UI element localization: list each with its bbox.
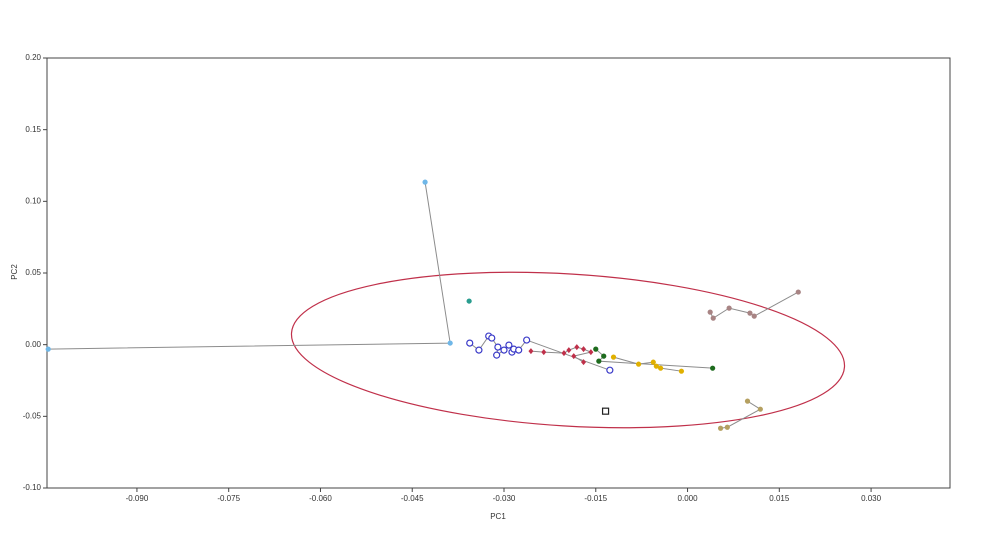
point	[574, 344, 580, 351]
point	[610, 354, 617, 360]
point	[751, 313, 757, 319]
point	[744, 398, 751, 404]
point	[561, 350, 567, 357]
point	[717, 425, 724, 431]
point	[45, 346, 51, 352]
y-tick-label: 0.15	[25, 125, 41, 134]
point	[710, 315, 716, 321]
point	[601, 407, 610, 415]
point	[795, 289, 801, 295]
point	[541, 349, 547, 356]
point	[581, 359, 587, 366]
point	[606, 366, 614, 374]
confidence-ellipse	[290, 271, 846, 429]
y-tick-label: -0.05	[23, 411, 42, 420]
x-tick-label: -0.075	[217, 494, 240, 503]
point	[500, 346, 508, 354]
point	[447, 340, 453, 346]
point	[650, 359, 656, 365]
x-tick-label: -0.030	[493, 494, 516, 503]
point	[566, 347, 572, 354]
point	[596, 358, 602, 364]
point	[515, 346, 523, 354]
point	[505, 341, 513, 349]
x-tick-label: 0.030	[861, 494, 882, 503]
point	[653, 363, 659, 369]
point	[747, 310, 753, 316]
point	[466, 298, 472, 304]
point	[678, 368, 685, 374]
connector-line	[720, 400, 762, 429]
connector-line	[48, 182, 451, 350]
point	[523, 336, 531, 344]
point	[601, 353, 607, 359]
point	[422, 179, 428, 185]
point	[581, 346, 587, 353]
y-tick-label: 0.05	[25, 268, 41, 277]
point	[658, 365, 664, 371]
point	[593, 346, 599, 352]
x-tick-label: -0.060	[309, 494, 332, 503]
y-tick-label: 0.20	[25, 53, 41, 62]
point	[528, 348, 534, 355]
point	[571, 353, 577, 360]
y-axis-label: PC2	[10, 264, 19, 280]
plot-frame	[46, 57, 951, 489]
x-tick-label: -0.090	[126, 494, 149, 503]
point	[635, 361, 642, 367]
point	[724, 424, 730, 430]
point	[494, 343, 502, 351]
x-tick-label: -0.045	[401, 494, 424, 503]
point	[707, 309, 713, 315]
point	[757, 406, 763, 412]
y-tick-label: 0.10	[25, 196, 41, 205]
point	[493, 351, 501, 359]
point	[466, 339, 474, 347]
y-tick-label: 0.00	[25, 340, 41, 349]
point	[475, 346, 483, 354]
x-tick-label: -0.015	[584, 494, 607, 503]
x-tick-label: 0.015	[769, 494, 790, 503]
point	[588, 349, 594, 356]
point	[710, 365, 716, 371]
x-axis-label: PC1	[490, 512, 506, 521]
point	[488, 334, 496, 342]
x-tick-label: 0.000	[678, 494, 699, 503]
point	[726, 305, 732, 311]
y-tick-label: -0.10	[23, 483, 42, 492]
